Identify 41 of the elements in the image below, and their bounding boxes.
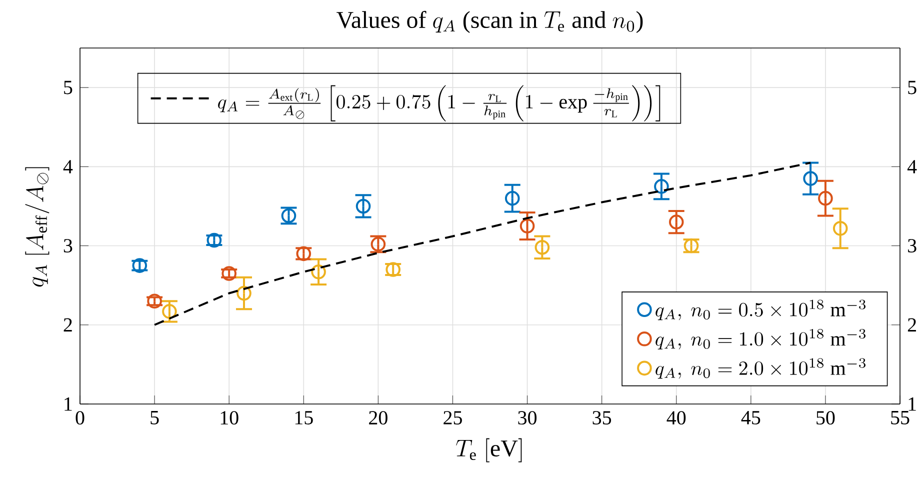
y2-tick-label: 2 (908, 318, 916, 332)
x-tick-label: 15 (295, 411, 313, 424)
y-tick-label: 3 (64, 239, 72, 252)
y2-tick-label: 3 (908, 239, 916, 252)
point (311, 264, 326, 280)
x-tick-label: 35 (592, 411, 612, 424)
point (162, 304, 177, 319)
point (832, 220, 848, 236)
x-tick-label: 40 (666, 411, 686, 425)
x-tick-label: 50 (816, 411, 835, 425)
x-tick-label: 55 (891, 411, 910, 424)
y-tick-label: 1 (64, 397, 72, 411)
point (818, 190, 833, 206)
x-tick-label: 5 (150, 411, 159, 424)
x-tick-label: 45 (741, 411, 760, 424)
x-tick-label: 30 (518, 411, 537, 425)
legend-label: $q_A,\ n_0 = 1.0\times 10^{18}\ \mathrm{m}^{-3}$ (656, 328, 866, 350)
y-tick-label: 5 (64, 80, 72, 94)
y2-tick-label: 1 (908, 397, 916, 411)
point (356, 198, 371, 214)
y-tick-label: 4 (63, 160, 73, 174)
y2-tick-label: 4 (907, 160, 917, 174)
point (236, 286, 252, 301)
point (654, 179, 669, 194)
y-axis-title: $q_A\ [A_\mathrm{eff}/A_\oslash]$ (25, 167, 50, 287)
y2-tick-label: 5 (908, 80, 916, 94)
legend-label: $q_A = \frac{A_\mathrm{ext}(r_\mathrm{L})}{A_\oslash}\left[0.25+0.75\left(1-\frac{r_\mathrm{L}}{h_\mathrm{pin}}\left(1-\exp\frac{-h_\mathrm{pin}}{r_\mathrm{L}}\right)\right)\right]$ (218, 85, 660, 122)
chart-title: $\mbox{Values of } q_A \mbox{ (scan in } T_\mathrm{e} \mbox{ and } n_0\mbox{)}$ (336, 10, 643, 33)
x-tick-label: 10 (220, 411, 238, 425)
point (668, 214, 684, 230)
x-axis-title: $T_\mathrm{e}\ [\mathrm{eV}]$ (456, 438, 522, 462)
legend-label: $q_A,\ n_0 = 2.0\times 10^{18}\ \mathrm{m}^{-3}$ (656, 358, 866, 379)
point (534, 240, 550, 255)
point (504, 190, 520, 206)
point (803, 171, 818, 186)
legend-label: $q_A,\ n_0 = 0.5\times 10^{18}\ \mathrm{m}^{-3}$ (656, 300, 866, 320)
x-tick-label: 25 (444, 411, 462, 424)
point (520, 218, 535, 234)
y-tick-label: 2 (64, 318, 72, 332)
x-tick-label: 20 (369, 411, 388, 425)
x-tick-label: 0 (76, 411, 84, 425)
